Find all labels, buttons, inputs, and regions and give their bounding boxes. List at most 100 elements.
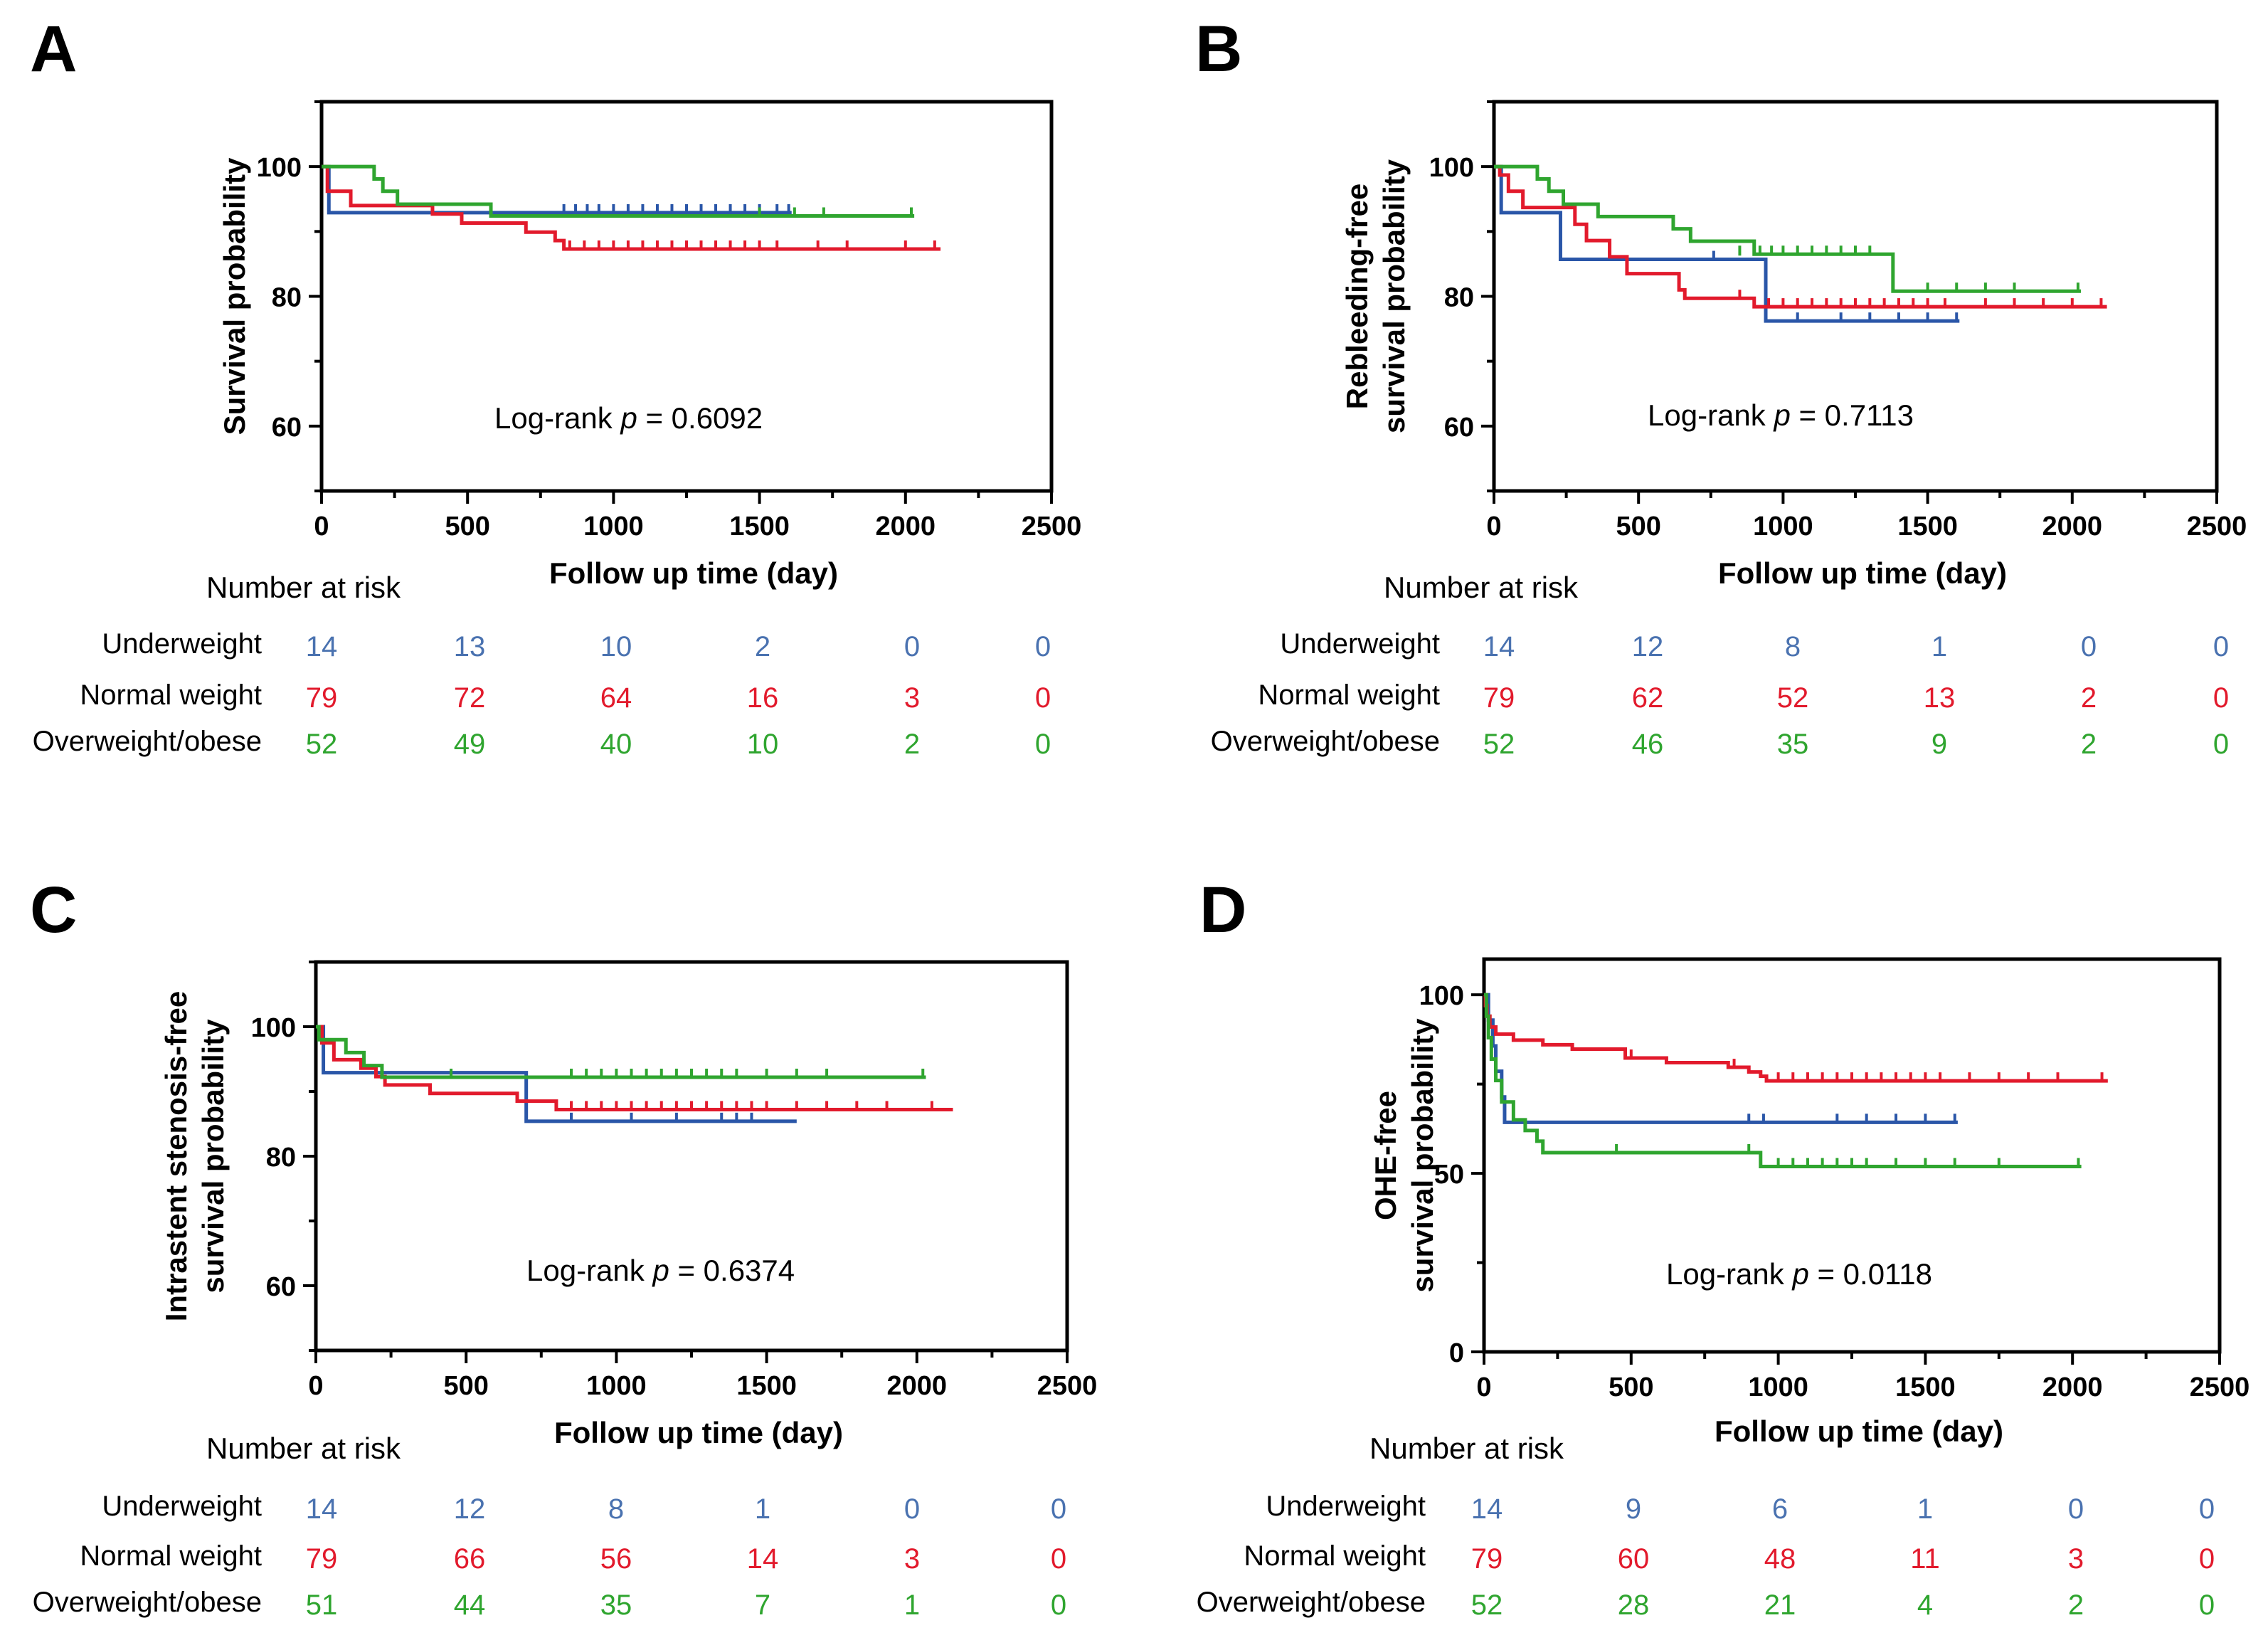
annotation-prefix: Log-rank — [494, 401, 620, 435]
risk-count: 2 — [2068, 1590, 2084, 1621]
risk-count: 49 — [454, 729, 486, 760]
risk-count: 56 — [600, 1543, 632, 1575]
risk-group-label: Overweight/obese — [1211, 726, 1440, 757]
km-curve-overweight — [1494, 164, 2081, 293]
risk-count: 79 — [306, 1543, 338, 1575]
x-tick-label: 1000 — [583, 512, 644, 541]
risk-count: 7 — [755, 1590, 770, 1621]
risk-count: 12 — [1632, 631, 1664, 662]
risk-group-label: Underweight — [102, 628, 262, 660]
annotation-p: p — [619, 401, 637, 435]
risk-count: 14 — [1471, 1493, 1503, 1525]
x-tick-label: 2500 — [1037, 1371, 1098, 1401]
log-rank-annotation: Log-rank p = 0.6092 — [494, 401, 763, 435]
y-tick-label: 80 — [272, 283, 302, 313]
x-tick-label: 2500 — [2190, 1372, 2250, 1402]
x-tick-label: 1500 — [1895, 1372, 1956, 1402]
panel-letter: C — [30, 874, 77, 946]
risk-count: 66 — [454, 1543, 486, 1575]
risk-count: 0 — [2213, 682, 2229, 714]
risk-group-label: Normal weight — [80, 679, 262, 711]
x-tick-label: 500 — [445, 512, 489, 541]
y-axis-title-line: Intrastent stenosis-free — [159, 991, 193, 1321]
risk-count: 2 — [2081, 729, 2097, 760]
y-tick-label: 80 — [1444, 283, 1474, 313]
annotation-value: = 0.6374 — [669, 1254, 795, 1287]
risk-count: 0 — [2213, 631, 2229, 662]
risk-group-label: Normal weight — [1258, 679, 1440, 711]
x-tick-label: 0 — [314, 512, 329, 541]
risk-count: 14 — [306, 1493, 338, 1525]
km-curve-overweight — [1484, 993, 2082, 1169]
x-tick-label: 0 — [308, 1371, 323, 1401]
risk-count: 79 — [1483, 682, 1515, 714]
y-tick-label: 100 — [257, 153, 302, 183]
x-tick-label: 1000 — [1748, 1372, 1808, 1402]
risk-count: 14 — [747, 1543, 779, 1575]
risk-count: 21 — [1764, 1590, 1796, 1621]
risk-count: 72 — [454, 682, 486, 714]
risk-table-header: Number at risk — [1384, 571, 1579, 604]
km-panel-b: B0 500 1000 1500 2000 25006080100Rebleeding-f… — [1195, 13, 2247, 760]
y-tick-label: 80 — [266, 1143, 296, 1173]
y-tick-label: 60 — [272, 413, 302, 443]
x-tick-label: 1500 — [736, 1371, 797, 1401]
y-axis-title: Survival probability — [218, 157, 251, 435]
risk-count: 0 — [1051, 1590, 1066, 1621]
y-axis-title-line: survival probability — [1377, 159, 1411, 433]
risk-group-label: Overweight/obese — [1197, 1587, 1426, 1618]
risk-count: 79 — [306, 682, 338, 714]
risk-count: 52 — [1483, 729, 1515, 760]
risk-count: 52 — [306, 729, 338, 760]
y-axis-title-line: Survival probability — [218, 157, 251, 435]
risk-count: 10 — [747, 729, 779, 760]
risk-count: 52 — [1777, 682, 1809, 714]
risk-count: 0 — [2199, 1493, 2215, 1525]
log-rank-annotation: Log-rank p = 0.0118 — [1666, 1257, 1932, 1291]
annotation-value: = 0.6092 — [637, 401, 763, 435]
annotation-p: p — [1791, 1257, 1808, 1291]
risk-count: 0 — [2068, 1493, 2084, 1525]
risk-count: 0 — [904, 631, 920, 662]
x-tick-label: 500 — [1609, 1372, 1653, 1402]
x-axis-title: Follow up time (day) — [1715, 1414, 2003, 1448]
y-tick-label: 60 — [266, 1272, 296, 1302]
risk-count: 0 — [2213, 729, 2229, 760]
annotation-value: = 0.0118 — [1809, 1257, 1932, 1291]
risk-count: 1 — [1917, 1493, 1933, 1525]
x-tick-label: 2000 — [2042, 512, 2103, 541]
risk-count: 1 — [1931, 631, 1947, 662]
risk-count: 35 — [1777, 729, 1809, 760]
risk-count: 13 — [1924, 682, 1956, 714]
risk-count: 2 — [904, 729, 920, 760]
risk-count: 2 — [755, 631, 770, 662]
km-curve-normal — [1494, 164, 2107, 309]
y-axis-title-line: OHE-free — [1369, 1091, 1402, 1220]
x-tick-label: 1000 — [586, 1371, 647, 1401]
risk-count: 35 — [600, 1590, 632, 1621]
risk-count: 4 — [1917, 1590, 1933, 1621]
risk-count: 0 — [2199, 1543, 2215, 1575]
risk-count: 79 — [1471, 1543, 1503, 1575]
x-axis-title: Follow up time (day) — [1718, 556, 2007, 590]
y-tick-label: 60 — [1444, 413, 1474, 443]
log-rank-annotation: Log-rank p = 0.6374 — [526, 1254, 795, 1287]
risk-count: 3 — [904, 682, 920, 714]
risk-count: 1 — [904, 1590, 920, 1621]
risk-count: 0 — [904, 1493, 920, 1525]
risk-group-label: Underweight — [1280, 628, 1440, 660]
risk-count: 8 — [1785, 631, 1801, 662]
y-axis-title-line: survival probability — [196, 1019, 230, 1294]
risk-group-label: Underweight — [1266, 1491, 1426, 1522]
x-tick-label: 2000 — [2042, 1372, 2103, 1402]
risk-count: 11 — [1910, 1543, 1940, 1575]
risk-count: 14 — [306, 631, 338, 662]
panel-letter: B — [1195, 13, 1242, 85]
plot-frame — [314, 960, 1069, 1353]
risk-count: 0 — [2199, 1590, 2215, 1621]
risk-count: 9 — [1626, 1493, 1641, 1525]
km-curve-underweight — [1484, 993, 1958, 1124]
risk-count: 0 — [1051, 1543, 1066, 1575]
